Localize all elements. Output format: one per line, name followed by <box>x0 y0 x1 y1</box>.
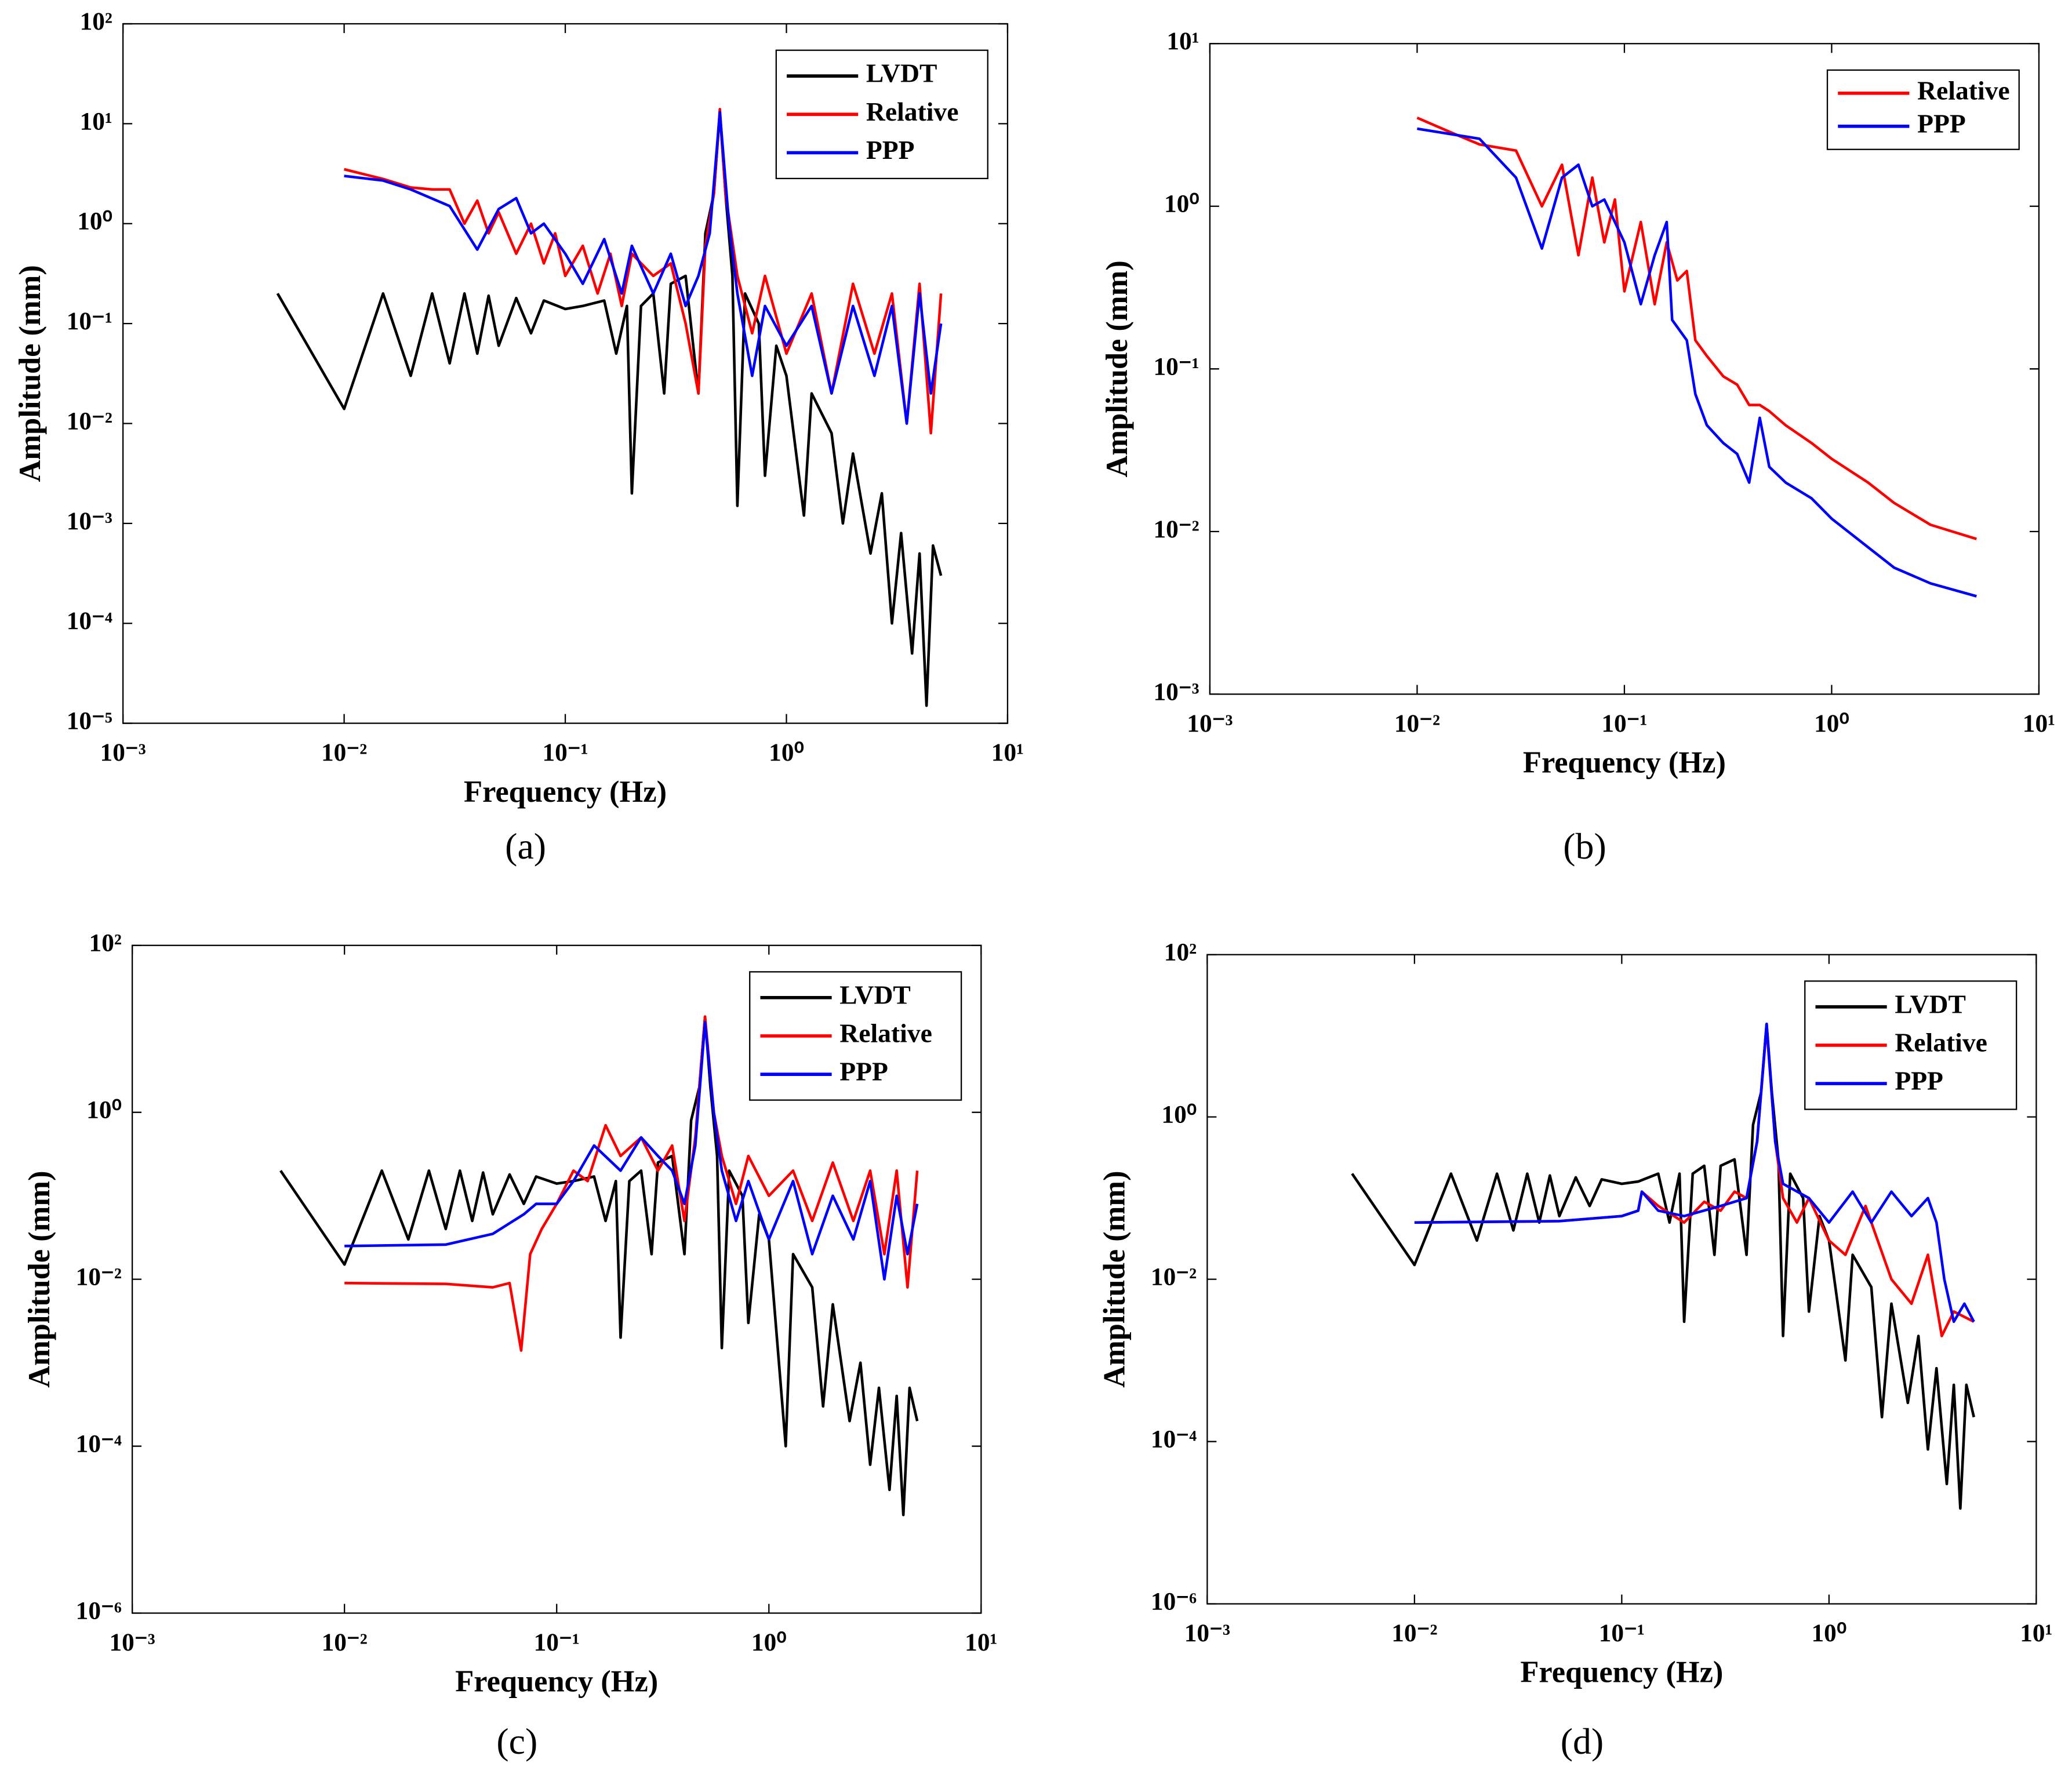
y-tick-label: 10⁻³ <box>67 507 112 535</box>
y-tick-label: 10⁻¹ <box>1153 352 1199 380</box>
legend-label: Relative <box>1895 1027 1987 1057</box>
axes-frame <box>1209 43 2040 695</box>
legend-box <box>1804 980 2018 1110</box>
x-tick-label: 10⁻³ <box>1187 710 1233 737</box>
x-tick-label: 10⁻² <box>321 739 367 766</box>
x-tick-label: 10⁰ <box>769 739 804 766</box>
axes-frame <box>1206 954 2037 1605</box>
y-tick-label: 10⁻⁴ <box>1151 1426 1197 1453</box>
x-tick-label: 10⁰ <box>751 1628 787 1656</box>
legend-label: PPP <box>839 1057 888 1086</box>
x-tick-label: 10¹ <box>2023 710 2055 737</box>
y-tick-label: 10⁻² <box>1153 515 1199 543</box>
x-tick-label: 10¹ <box>2020 1619 2052 1647</box>
y-tick-label: 10⁻⁴ <box>67 607 112 635</box>
plot-area <box>1209 43 2039 695</box>
y-tick-label: 10⁻² <box>76 1263 122 1291</box>
x-tick-label: 10⁰ <box>1812 1619 1847 1647</box>
series-line <box>1417 127 1977 598</box>
legend-label: Relative <box>839 1018 932 1048</box>
legend-label: PPP <box>866 135 915 165</box>
panel-label: (b) <box>1563 826 1606 867</box>
legend-label: LVDT <box>866 59 937 88</box>
y-tick-label: 10⁰ <box>1161 1101 1197 1129</box>
y-tick-label: 10¹ <box>80 107 112 135</box>
x-tick-label: 10⁻¹ <box>1601 710 1647 737</box>
x-tick-label: 10⁰ <box>1814 710 1849 737</box>
panel-label: (d) <box>1561 1721 1604 1762</box>
y-axis-label: Amplitude (mm) <box>1100 260 1134 477</box>
x-tick-label: 10⁻¹ <box>542 739 588 766</box>
axes-frame <box>131 944 982 1614</box>
x-tick-label: 10¹ <box>991 739 1024 766</box>
y-tick-label: 10² <box>1164 939 1197 966</box>
x-tick-label: 10⁻² <box>322 1628 368 1656</box>
x-axis-label: Frequency (Hz) <box>1520 1656 1723 1689</box>
series-line <box>1416 117 1977 540</box>
legend-label: Relative <box>1917 75 2010 105</box>
y-tick-label: 10⁻² <box>67 407 112 435</box>
y-tick-label: 10¹ <box>1166 27 1199 55</box>
x-axis-label: Frequency (Hz) <box>464 775 667 809</box>
y-tick-label: 10² <box>89 929 122 957</box>
y-tick-label: 10⁻⁴ <box>76 1430 122 1457</box>
y-tick-label: 10⁻³ <box>1153 678 1199 706</box>
x-tick-label: 10⁻² <box>1394 710 1440 737</box>
y-tick-label: 10⁰ <box>1164 190 1199 218</box>
y-tick-label: 10⁰ <box>77 208 112 235</box>
y-tick-label: 10⁻⁶ <box>1151 1587 1197 1615</box>
series-line <box>1414 1022 1975 1324</box>
legend-label: PPP <box>1895 1066 1943 1096</box>
x-tick-label: 10⁻¹ <box>1599 1619 1645 1647</box>
legend-label: LVDT <box>839 980 911 1009</box>
x-tick-label: 10⁻³ <box>100 739 146 766</box>
panel-label: (c) <box>496 1721 537 1762</box>
series-line <box>344 1021 919 1281</box>
axes-frame <box>122 23 1009 724</box>
x-tick-label: 10⁻³ <box>1184 1619 1230 1647</box>
y-axis-label: Amplitude (mm) <box>1097 1170 1131 1387</box>
x-tick-label: 10¹ <box>965 1628 997 1656</box>
y-axis-label: Amplitude (mm) <box>23 1170 56 1387</box>
series-line <box>1351 1022 1975 1510</box>
y-tick-label: 10⁰ <box>86 1096 122 1124</box>
y-tick-label: 10⁻¹ <box>67 307 112 335</box>
x-axis-label: Frequency (Hz) <box>1523 746 1726 780</box>
x-axis-label: Frequency (Hz) <box>455 1665 658 1699</box>
y-tick-label: 10⁻⁶ <box>76 1597 122 1624</box>
legend-label: Relative <box>866 97 959 126</box>
series-line <box>344 111 943 425</box>
legend-label: PPP <box>1917 108 1966 138</box>
y-tick-label: 10² <box>80 8 112 35</box>
x-tick-label: 10⁻³ <box>110 1628 155 1656</box>
panel-label: (a) <box>505 826 546 867</box>
x-tick-label: 10⁻¹ <box>534 1628 580 1656</box>
y-axis-label: Amplitude (mm) <box>13 265 47 482</box>
legend-label: LVDT <box>1895 989 1966 1019</box>
y-tick-label: 10⁻² <box>1151 1263 1197 1291</box>
x-tick-label: 10⁻² <box>1391 1619 1437 1647</box>
legend-box <box>1826 69 2020 150</box>
y-tick-label: 10⁻⁵ <box>67 707 112 735</box>
series-line <box>344 107 943 435</box>
